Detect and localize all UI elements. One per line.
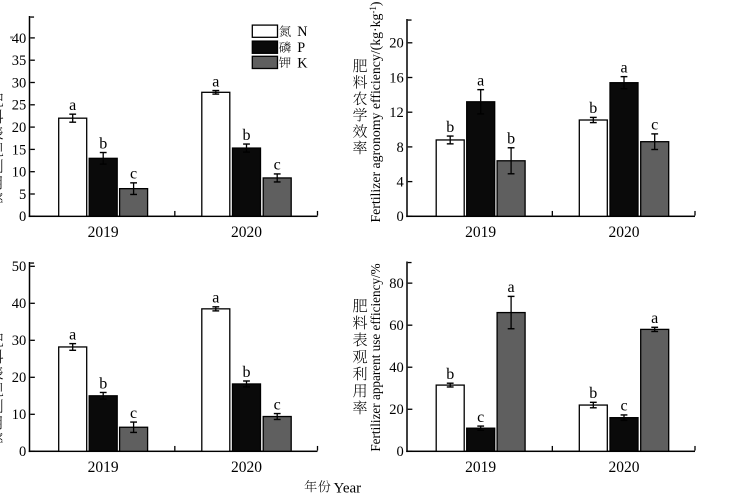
- svg-text:10: 10: [12, 165, 27, 181]
- svg-text:20: 20: [389, 402, 404, 418]
- svg-text:0: 0: [397, 444, 404, 460]
- svg-text:c: c: [477, 409, 484, 426]
- svg-text:20: 20: [12, 370, 27, 386]
- svg-text:b: b: [446, 119, 454, 136]
- svg-text:c: c: [274, 157, 281, 174]
- svg-text:a: a: [477, 72, 484, 89]
- svg-text:50: 50: [12, 259, 27, 275]
- svg-text:30: 30: [12, 333, 27, 349]
- svg-text:a: a: [620, 59, 627, 76]
- svg-text:c: c: [274, 396, 281, 413]
- svg-text:30: 30: [12, 75, 27, 91]
- svg-text:b: b: [243, 364, 251, 381]
- svg-text:20: 20: [12, 120, 27, 136]
- svg-text:c: c: [130, 166, 137, 183]
- svg-text:2020: 2020: [609, 224, 640, 241]
- svg-text:0: 0: [19, 209, 26, 225]
- svg-text:P: P: [297, 40, 305, 56]
- svg-text:c: c: [651, 117, 658, 134]
- svg-text:2020: 2020: [231, 224, 262, 241]
- svg-text:2019: 2019: [88, 224, 119, 241]
- svg-text:a: a: [651, 310, 658, 327]
- svg-text:10: 10: [12, 407, 27, 423]
- svg-text:a: a: [508, 279, 515, 296]
- svg-text:0: 0: [397, 209, 404, 225]
- svg-text:a: a: [212, 73, 219, 90]
- svg-text:a: a: [212, 290, 219, 307]
- svg-text:4: 4: [397, 175, 405, 191]
- svg-text:b: b: [507, 131, 515, 148]
- svg-text:60: 60: [389, 318, 404, 334]
- svg-text:40: 40: [12, 296, 27, 312]
- svg-text:0: 0: [19, 444, 26, 460]
- svg-text:80: 80: [389, 276, 404, 292]
- svg-text:12: 12: [389, 105, 404, 121]
- svg-text:K: K: [297, 55, 308, 71]
- svg-text:2020: 2020: [231, 459, 262, 476]
- svg-text:a: a: [69, 326, 76, 343]
- svg-text:20: 20: [389, 36, 404, 52]
- svg-text:40: 40: [389, 360, 404, 376]
- svg-text:b: b: [99, 375, 107, 392]
- svg-text:15: 15: [12, 142, 27, 158]
- svg-text:5: 5: [19, 187, 26, 203]
- svg-text:16: 16: [389, 70, 404, 86]
- svg-text:2019: 2019: [465, 224, 496, 241]
- svg-text:35: 35: [12, 53, 27, 69]
- svg-text:Fertilizer apparent use effici: Fertilizer apparent use efficiency/%: [368, 263, 383, 451]
- svg-text:Year: Year: [334, 480, 362, 496]
- svg-text:b: b: [446, 366, 454, 383]
- svg-text:a: a: [69, 97, 76, 114]
- svg-text:b: b: [589, 100, 597, 117]
- svg-text:b: b: [589, 385, 597, 402]
- svg-text:25: 25: [12, 98, 27, 114]
- svg-text:b: b: [99, 135, 107, 152]
- svg-text:2019: 2019: [465, 459, 496, 476]
- svg-text:2019: 2019: [88, 459, 119, 476]
- svg-text:40: 40: [12, 31, 27, 47]
- svg-text:b: b: [243, 127, 251, 144]
- svg-text:c: c: [620, 398, 627, 415]
- svg-text:8: 8: [397, 140, 404, 156]
- svg-text:c: c: [130, 405, 137, 422]
- svg-text:N: N: [297, 24, 307, 40]
- svg-text:Fertilizer agronomy efficiency: Fertilizer agronomy efficiency/(kg·kg-1): [368, 1, 384, 222]
- svg-text:2020: 2020: [609, 459, 640, 476]
